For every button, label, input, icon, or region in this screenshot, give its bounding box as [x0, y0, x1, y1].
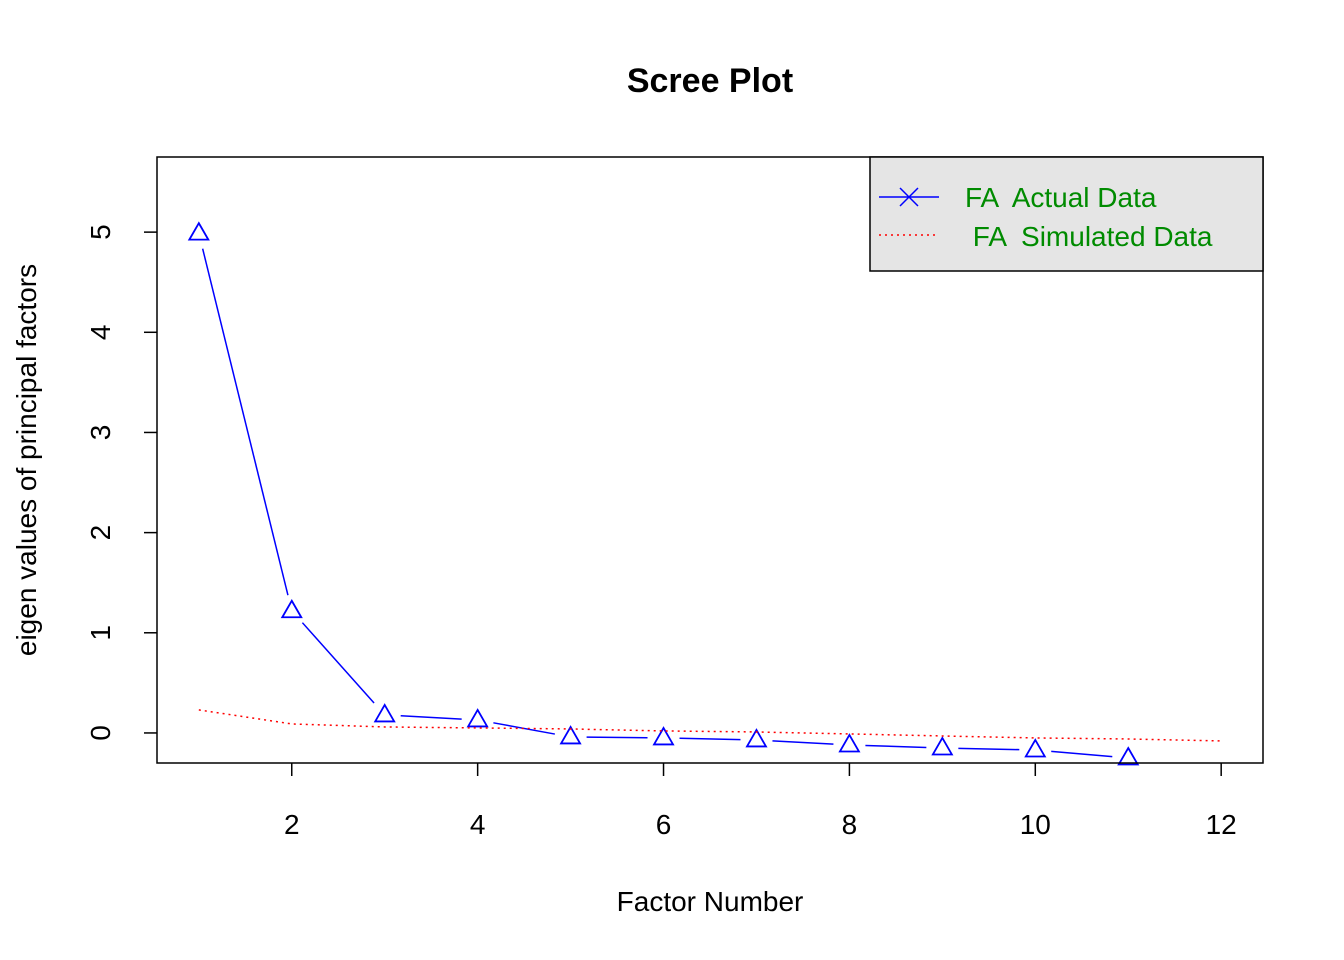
y-tick-label: 5: [85, 224, 116, 240]
chart-title: Scree Plot: [627, 62, 793, 100]
legend: FA Actual Data FA Simulated Data: [869, 156, 1264, 272]
series-line-segment: [958, 747, 1020, 751]
data-point-triangle: [1117, 746, 1140, 766]
x-tick-label: 4: [470, 809, 486, 840]
y-tick-label: 1: [85, 625, 116, 641]
legend-label-simulated: FA Simulated Data: [965, 221, 1213, 252]
series-line-segment: [772, 740, 834, 745]
data-point-triangle: [280, 598, 303, 619]
data-point-triangle: [745, 728, 768, 748]
series-line-segment: [586, 736, 648, 739]
series-line-segment: [201, 248, 289, 596]
x-tick-label: 8: [842, 809, 858, 840]
data-point-triangle: [838, 733, 861, 753]
x-tick-label: 10: [1020, 809, 1051, 840]
x-axis-ticks: 2 4 6 8 10 12: [284, 763, 1237, 840]
y-tick-label: 0: [85, 725, 116, 741]
y-axis-ticks: 0 1 2 3 4 5: [85, 224, 157, 741]
data-point-triangle: [559, 725, 582, 745]
series-layer: [187, 221, 1222, 766]
data-point-triangle: [931, 736, 954, 756]
x-axis-label: Factor Number: [617, 886, 804, 917]
legend-swatch-actual-cross-marker: [899, 187, 919, 207]
legend-box: [869, 156, 1264, 272]
series-line-segment: [865, 744, 927, 749]
data-point-triangle: [187, 221, 210, 241]
y-tick-label: 4: [85, 325, 116, 341]
series-line-segment: [493, 722, 555, 735]
data-point-triangle: [373, 703, 396, 723]
y-tick-label: 3: [85, 425, 116, 441]
y-axis-label: eigen values of principal factors: [11, 264, 42, 656]
y-tick-label: 2: [85, 525, 116, 541]
legend-label-actual: FA Actual Data: [965, 182, 1157, 213]
series-line-segment: [301, 622, 375, 704]
x-tick-label: 12: [1206, 809, 1237, 840]
series-line-segment: [400, 715, 462, 720]
plot-frame: [156, 156, 1264, 764]
series-line-segment: [1051, 750, 1113, 758]
x-tick-label: 6: [656, 809, 672, 840]
series-line-simulated: [198, 709, 1222, 742]
x-tick-label: 2: [284, 809, 300, 840]
data-point-triangle: [466, 708, 489, 728]
data-point-triangle: [652, 726, 675, 746]
series-line-segment: [679, 737, 741, 741]
data-point-triangle: [1024, 738, 1047, 758]
